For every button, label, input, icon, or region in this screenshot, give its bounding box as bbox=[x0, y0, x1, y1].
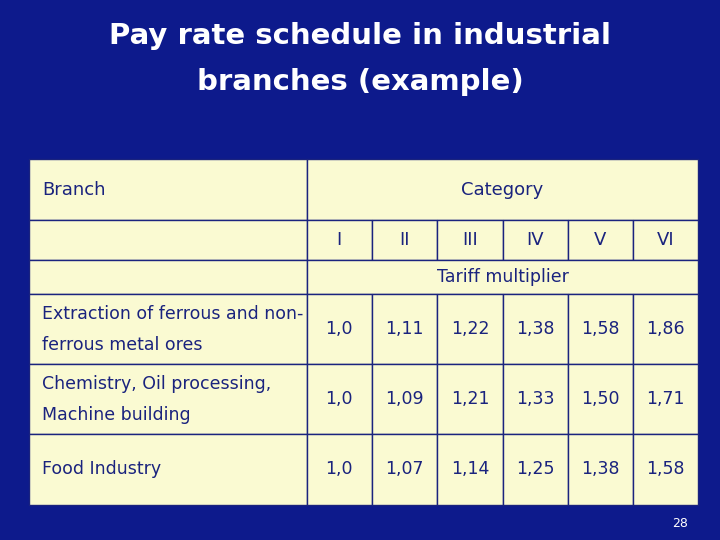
Text: 1,0: 1,0 bbox=[325, 390, 353, 408]
Text: I: I bbox=[337, 231, 342, 248]
Bar bbox=[568, 434, 633, 504]
Bar bbox=[437, 220, 503, 260]
Text: 1,21: 1,21 bbox=[451, 390, 489, 408]
Text: IV: IV bbox=[526, 231, 544, 248]
Bar bbox=[372, 294, 437, 364]
Bar bbox=[633, 434, 698, 504]
Bar bbox=[372, 220, 437, 260]
Bar bbox=[437, 364, 503, 434]
Bar bbox=[437, 434, 503, 504]
Bar bbox=[633, 294, 698, 364]
Text: 1,58: 1,58 bbox=[581, 320, 620, 338]
Bar bbox=[307, 294, 372, 364]
Text: 1,0: 1,0 bbox=[325, 461, 353, 478]
Bar bbox=[29, 364, 307, 434]
Text: 1,25: 1,25 bbox=[516, 461, 554, 478]
Text: Food Industry: Food Industry bbox=[42, 461, 161, 478]
Text: 1,50: 1,50 bbox=[581, 390, 620, 408]
Bar bbox=[633, 220, 698, 260]
Bar bbox=[29, 159, 307, 220]
Bar bbox=[29, 294, 307, 364]
Text: 1,71: 1,71 bbox=[647, 390, 685, 408]
Bar bbox=[307, 159, 698, 220]
Bar bbox=[307, 434, 372, 504]
Bar bbox=[437, 294, 503, 364]
Text: 1,38: 1,38 bbox=[516, 320, 554, 338]
Bar bbox=[29, 434, 307, 504]
Bar bbox=[29, 220, 307, 260]
Bar bbox=[307, 260, 698, 294]
Text: 1,09: 1,09 bbox=[385, 390, 424, 408]
Text: 1,22: 1,22 bbox=[451, 320, 489, 338]
Bar bbox=[503, 364, 568, 434]
Text: VI: VI bbox=[657, 231, 675, 248]
Text: branches (example): branches (example) bbox=[197, 68, 523, 96]
Bar bbox=[503, 220, 568, 260]
Bar bbox=[29, 260, 307, 294]
Text: Category: Category bbox=[462, 180, 544, 199]
Bar bbox=[568, 220, 633, 260]
Text: ferrous metal ores: ferrous metal ores bbox=[42, 335, 202, 354]
Text: Chemistry, Oil processing,: Chemistry, Oil processing, bbox=[42, 375, 271, 393]
Text: 1,11: 1,11 bbox=[385, 320, 424, 338]
Text: V: V bbox=[594, 231, 607, 248]
Text: 1,38: 1,38 bbox=[581, 461, 620, 478]
Text: 28: 28 bbox=[672, 517, 688, 530]
Text: 1,86: 1,86 bbox=[647, 320, 685, 338]
Text: 1,07: 1,07 bbox=[385, 461, 424, 478]
Text: 1,58: 1,58 bbox=[647, 461, 685, 478]
Bar bbox=[633, 364, 698, 434]
Text: 1,14: 1,14 bbox=[451, 461, 489, 478]
Text: 1,0: 1,0 bbox=[325, 320, 353, 338]
Bar bbox=[307, 364, 372, 434]
Text: 1,33: 1,33 bbox=[516, 390, 554, 408]
Text: III: III bbox=[462, 231, 478, 248]
Bar bbox=[503, 434, 568, 504]
Text: Tariff multiplier: Tariff multiplier bbox=[436, 268, 569, 286]
Bar bbox=[372, 364, 437, 434]
Bar bbox=[372, 434, 437, 504]
Bar bbox=[307, 220, 372, 260]
Text: Pay rate schedule in industrial: Pay rate schedule in industrial bbox=[109, 22, 611, 50]
Text: II: II bbox=[400, 231, 410, 248]
Bar bbox=[568, 294, 633, 364]
Text: Extraction of ferrous and non-: Extraction of ferrous and non- bbox=[42, 305, 303, 323]
Bar bbox=[568, 364, 633, 434]
Text: Machine building: Machine building bbox=[42, 406, 190, 424]
Bar bbox=[503, 294, 568, 364]
Text: Branch: Branch bbox=[42, 180, 105, 199]
